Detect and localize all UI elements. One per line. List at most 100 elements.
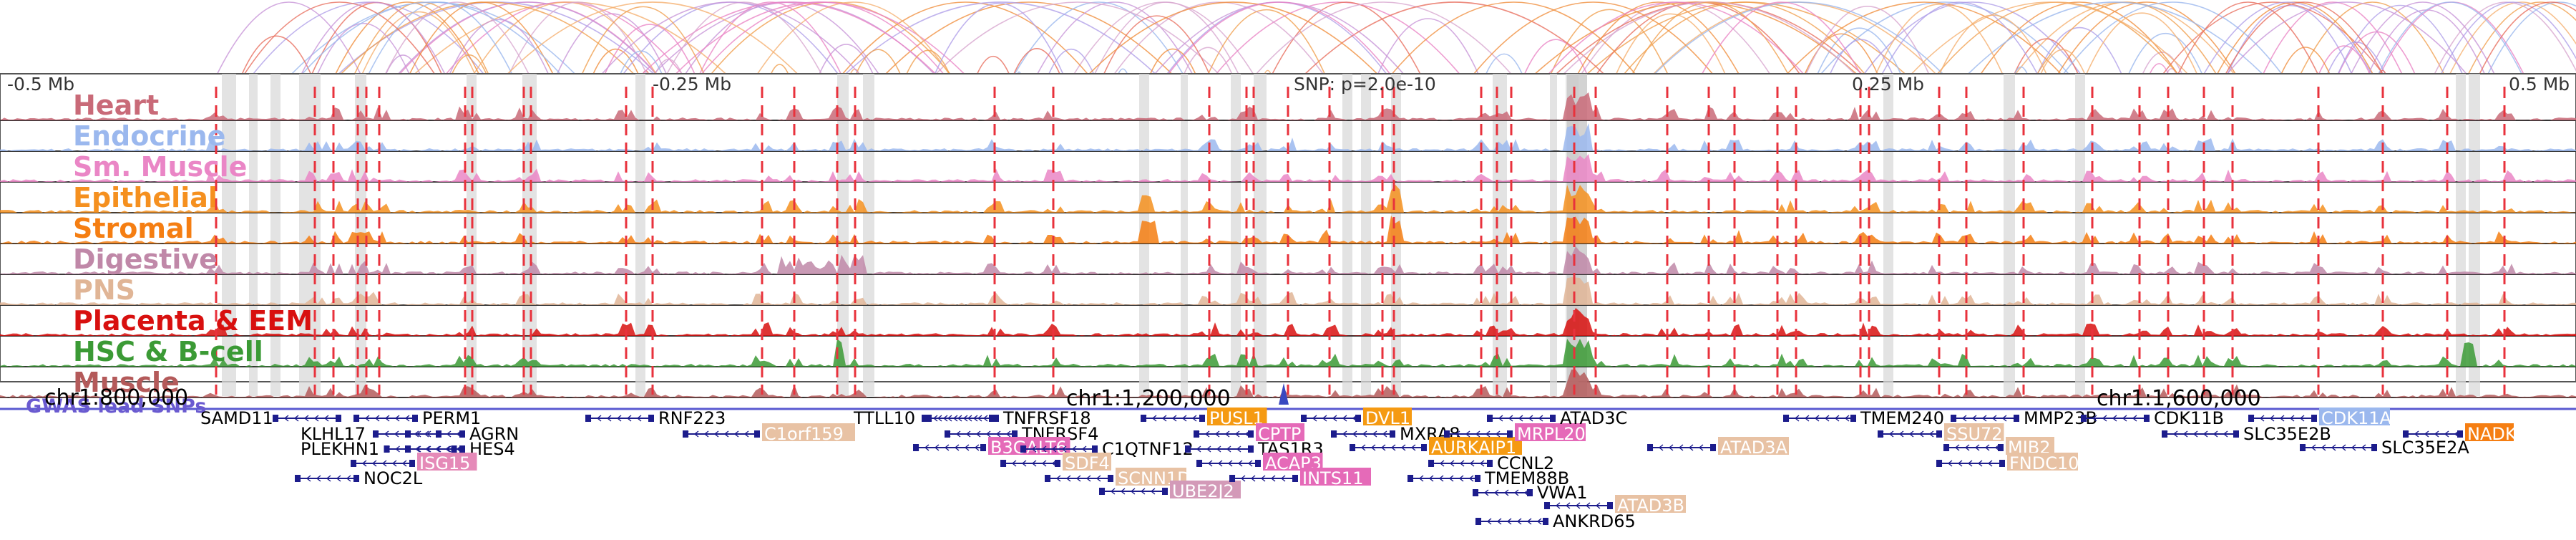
- strand-arrow: [1528, 415, 1533, 422]
- gene-isg15[interactable]: ISG15: [351, 453, 477, 473]
- loop-arc: [655, 59, 683, 74]
- exon-block: [2162, 430, 2167, 438]
- gene-ints11[interactable]: INTS11: [1229, 468, 1371, 488]
- strand-arrow: [1161, 415, 1167, 422]
- strand-arrow: [374, 415, 380, 422]
- loop-arc: [301, 1, 446, 74]
- strand-arrow: [426, 430, 431, 438]
- gene-c1orf159[interactable]: C1orf159: [683, 423, 855, 444]
- gene-tmem88b[interactable]: TMEM88B: [1407, 468, 1569, 488]
- strand-arrow: [1536, 518, 1542, 525]
- gene-label: CCNL2: [1497, 453, 1554, 473]
- track-label: PNS: [73, 274, 135, 306]
- strand-arrow: [1678, 444, 1684, 451]
- exon-block: [353, 415, 359, 422]
- strand-arrow: [446, 445, 452, 453]
- loop-arc: [2040, 49, 2086, 74]
- strand-arrow: [1280, 475, 1286, 482]
- gene-nadk[interactable]: NADK: [2403, 423, 2517, 444]
- exon-block: [459, 430, 465, 438]
- gene-label: ATAD3A: [1720, 438, 1788, 458]
- loop-arc: [842, 1, 1088, 74]
- gwas-track-label: GWAS lead SNPs: [26, 395, 206, 418]
- gene-samd11[interactable]: SAMD11: [200, 408, 341, 428]
- gene-mrpl20[interactable]: MRPL20: [1444, 423, 1586, 444]
- track-row: [0, 92, 2576, 121]
- exon-block: [1943, 444, 1949, 451]
- loop-arc: [302, 1, 561, 74]
- gene-b3galt6[interactable]: B3GALT6: [913, 437, 1070, 458]
- strand-arrow: [384, 415, 390, 422]
- highlight-band: [1181, 74, 1188, 396]
- gene-vwa1[interactable]: VWA1: [1473, 483, 1588, 503]
- gene-cptp[interactable]: CPTP: [1194, 423, 1304, 444]
- gene-agrn[interactable]: AGRN: [405, 424, 519, 444]
- gene-tnfrsf18[interactable]: TNFRSF18: [922, 408, 1091, 428]
- coordinate-label: chr1:1,600,000: [2097, 386, 2261, 411]
- highlight-band: [270, 74, 280, 396]
- loop-arc: [1391, 1, 1636, 74]
- highlight-band: [299, 74, 321, 396]
- strand-arrow: [713, 430, 719, 438]
- gene-label: ATAD3B: [1617, 496, 1684, 516]
- gene-highlight: [1207, 408, 1267, 425]
- gene-hes4[interactable]: HES4: [405, 439, 515, 459]
- gene-label: ATAD3C: [1560, 408, 1627, 428]
- strand-arrow: [1526, 518, 1532, 525]
- gene-aurkaip1[interactable]: AURKAIP1: [1350, 437, 1522, 458]
- exon-block: [1020, 445, 1026, 453]
- gene-cdk11b[interactable]: CDK11B: [2081, 408, 2224, 428]
- exon-block: [1444, 430, 1450, 438]
- gene-cdk11a[interactable]: CDK11A: [2248, 408, 2392, 428]
- strand-arrow: [2112, 415, 2117, 422]
- peak-markers: [215, 87, 2506, 395]
- loop-arc: [2479, 1, 2576, 74]
- gene-rnf223[interactable]: RNF223: [585, 408, 726, 428]
- gene-slc35e2b[interactable]: SLC35E2B: [2162, 424, 2331, 444]
- gene-dvl1[interactable]: DVL1: [1301, 408, 1412, 428]
- loop-arc: [338, 1, 654, 74]
- gene-perm1[interactable]: PERM1: [353, 408, 481, 428]
- gene-atad3c[interactable]: ATAD3C: [1487, 408, 1627, 428]
- gene-acap3[interactable]: ACAP3: [1196, 453, 1323, 473]
- gene-slc35e2a[interactable]: SLC35E2A: [2300, 438, 2469, 458]
- gene-ccnl2[interactable]: CCNL2: [1428, 453, 1554, 473]
- gene-ube2j2[interactable]: UBE2J2: [1099, 481, 1241, 501]
- strand-arrow: [1237, 460, 1243, 467]
- strand-arrow: [1400, 444, 1406, 451]
- gene-c1qtnf12[interactable]: C1QTNF12: [1020, 439, 1194, 459]
- strand-arrow: [1360, 444, 1366, 451]
- loop-arc: [592, 48, 639, 74]
- strand-arrow: [1380, 444, 1386, 451]
- loop-arc: [1702, 1, 1861, 74]
- track-label: Muscle: [73, 367, 180, 398]
- track-label: Digestive: [73, 244, 218, 275]
- gene-ssu72[interactable]: SSU72: [1878, 423, 2004, 444]
- strand-arrow: [1224, 430, 1230, 438]
- loop-arc: [666, 1, 822, 74]
- gene-atad3b[interactable]: ATAD3B: [1544, 495, 1686, 516]
- gene-sdf4[interactable]: SDF4: [1000, 453, 1111, 473]
- loop-arc: [1037, 1, 1193, 74]
- loop-arc: [368, 1, 513, 74]
- gene-pusl1[interactable]: PUSL1: [1141, 408, 1267, 428]
- strand-arrow: [1468, 475, 1474, 482]
- gene-noc2l[interactable]: NOC2L: [295, 468, 423, 488]
- gene-atad3a[interactable]: ATAD3A: [1647, 437, 1789, 458]
- strand-arrow: [962, 415, 968, 422]
- highlight-band: [1493, 74, 1507, 396]
- loop-arc: [1939, 14, 2047, 74]
- strand-arrow: [1096, 475, 1101, 482]
- loop-arc: [2434, 1, 2576, 74]
- exon-block: [1475, 475, 1480, 482]
- gene-ankrd65[interactable]: ANKRD65: [1475, 511, 1636, 531]
- loop-arc: [2057, 1, 2236, 74]
- exon-block: [2081, 415, 2087, 422]
- gene-tmem240[interactable]: TMEM240: [1783, 408, 1944, 428]
- strand-arrow: [436, 445, 441, 453]
- gene-fndc10[interactable]: FNDC10: [1936, 453, 2079, 473]
- strand-arrow: [2192, 430, 2198, 438]
- strand-arrow: [1051, 445, 1057, 453]
- strand-arrow: [1565, 502, 1571, 509]
- loop-arc: [581, 6, 705, 74]
